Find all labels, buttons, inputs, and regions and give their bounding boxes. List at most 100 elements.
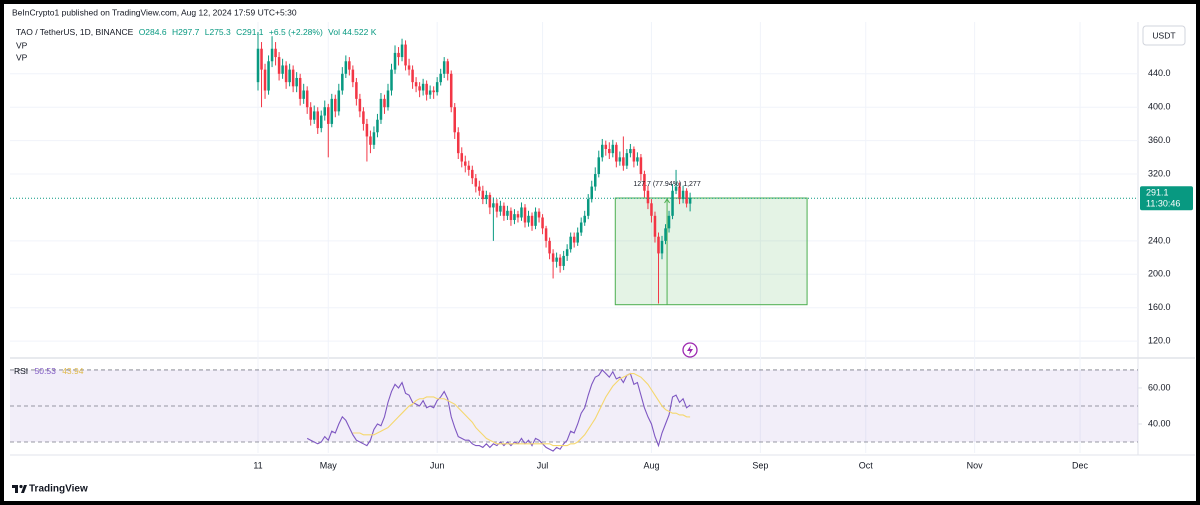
candle-body <box>674 186 678 191</box>
x-tick-label: Jun <box>430 460 445 470</box>
candle-body <box>625 153 629 166</box>
candle-body <box>432 90 435 93</box>
x-tick-label: Oct <box>859 460 874 470</box>
candle-body <box>541 217 544 229</box>
candle-body <box>362 111 365 124</box>
candle-body <box>267 61 270 91</box>
candle-body <box>681 190 685 200</box>
tradingview-logo[interactable] <box>12 484 27 493</box>
x-tick-label: 11 <box>253 460 262 470</box>
candle-body <box>544 228 548 241</box>
candle-body <box>400 44 404 58</box>
candle-body <box>643 174 646 191</box>
candle-body <box>660 240 664 254</box>
candle-body <box>460 153 464 162</box>
rsi-line <box>352 372 691 447</box>
candle-body <box>337 90 341 112</box>
candle-body <box>281 65 284 74</box>
candle-body <box>358 98 362 112</box>
candle-body <box>404 44 407 66</box>
y-tick-label: 200.0 <box>1148 269 1171 279</box>
candle-body <box>316 111 319 129</box>
candle-body <box>593 174 597 187</box>
candle-body <box>449 73 453 108</box>
candle-body <box>636 157 639 162</box>
candle-body <box>604 144 608 149</box>
candle-body <box>513 214 516 220</box>
candle-body <box>386 90 390 108</box>
candle-body <box>688 198 692 204</box>
candle-body <box>534 211 537 226</box>
candle-body <box>376 119 379 133</box>
candle-body <box>379 98 383 120</box>
candle-body <box>523 207 527 223</box>
candle-body <box>558 257 562 266</box>
y-tick-label: 440.0 <box>1148 68 1171 78</box>
candle-body <box>502 205 506 216</box>
candle-body <box>639 157 643 175</box>
legend-change: +6.5 (+2.28%) <box>269 27 323 37</box>
candle-body <box>277 57 281 74</box>
candle-body <box>464 161 467 166</box>
candle-body <box>597 157 601 175</box>
candle-body <box>495 203 499 212</box>
candle-body <box>284 65 288 83</box>
footer-brand[interactable]: TradingView <box>29 484 88 495</box>
candle-body <box>685 190 688 204</box>
candle-body <box>590 186 594 200</box>
candle-body <box>298 77 302 99</box>
candle-body <box>565 249 569 256</box>
candle-body <box>653 215 657 237</box>
legend-close: C291.1 <box>236 27 264 37</box>
indicator-label[interactable]: VP <box>16 40 28 50</box>
candle-body <box>520 207 523 218</box>
candle-body <box>270 48 274 62</box>
candle-body <box>632 148 636 162</box>
rsi-ma-value: 43.94 <box>62 366 84 376</box>
candle-body <box>309 107 312 120</box>
candle-body <box>618 157 622 162</box>
candle-body <box>488 194 492 208</box>
candle-body <box>348 61 351 70</box>
currency-button[interactable] <box>1142 25 1186 46</box>
candle-body <box>467 165 471 170</box>
legend-open: O284.6 <box>139 27 167 37</box>
candle-body <box>601 144 604 158</box>
candle-body <box>608 148 611 154</box>
candle-body <box>586 199 590 216</box>
candle-body <box>327 107 330 124</box>
y-tick-label: 120.0 <box>1148 336 1171 346</box>
price-range-box <box>614 197 808 306</box>
candle-body <box>615 144 618 162</box>
rsi-value: 50.53 <box>35 366 57 376</box>
candle-body <box>576 232 579 243</box>
x-tick-label: Dec <box>1072 460 1089 470</box>
candle-body <box>260 48 263 70</box>
rsi-pane <box>10 369 1138 452</box>
legend-low: L275.3 <box>205 27 231 37</box>
candle-body <box>622 157 625 166</box>
candle-body <box>562 255 565 266</box>
event-icon[interactable] <box>682 342 698 358</box>
candle-body <box>302 90 305 99</box>
candle-body <box>425 83 428 95</box>
candle-body <box>629 148 632 154</box>
indicator-label[interactable]: VP <box>16 52 28 62</box>
candle-body <box>355 82 358 99</box>
candle-body <box>305 90 309 108</box>
candle-body <box>383 98 386 108</box>
candle-body <box>344 61 348 74</box>
currency-label[interactable]: USDT <box>1152 30 1175 40</box>
candle-body <box>418 86 421 91</box>
x-tick-label: Aug <box>643 460 659 470</box>
candle-body <box>330 98 334 124</box>
header-text: BeInCrypto1 published on TradingView.com… <box>12 7 297 17</box>
candle-body <box>678 186 681 200</box>
price-pane <box>10 32 1138 306</box>
x-tick-label: Sep <box>752 460 768 470</box>
candle-body <box>481 190 485 200</box>
candle-body <box>390 69 393 91</box>
candle-body <box>579 222 583 233</box>
candle-body <box>334 98 337 112</box>
